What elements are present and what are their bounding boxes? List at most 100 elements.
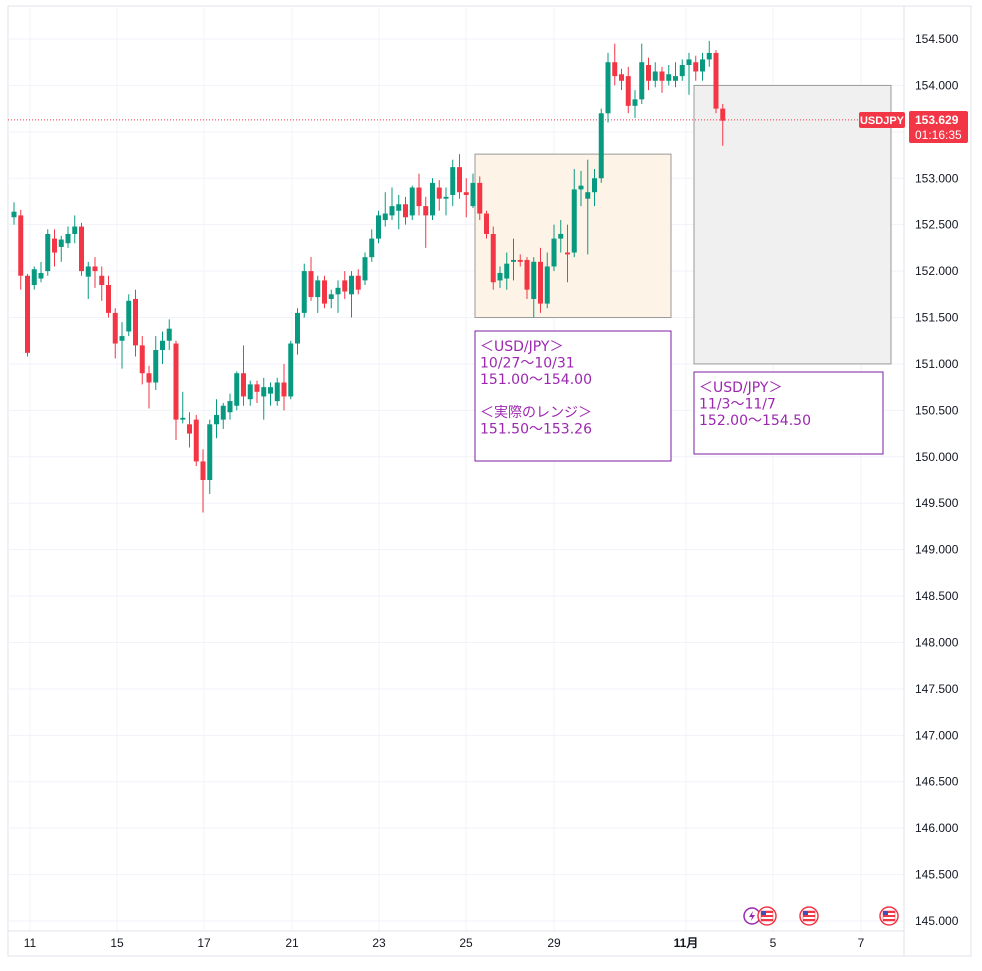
candle-body	[227, 401, 233, 413]
candle-body	[693, 62, 699, 72]
range-boxes	[474, 84, 892, 365]
candle	[612, 43, 618, 86]
candle-body	[281, 382, 287, 397]
candle-body	[45, 233, 51, 272]
candle-body	[578, 185, 584, 190]
candle-body	[585, 192, 591, 199]
candle	[193, 415, 199, 467]
candle	[423, 196, 429, 248]
candle	[207, 419, 213, 494]
candle	[335, 280, 341, 313]
candle-body	[52, 238, 57, 253]
price-tick-label: 150.500	[915, 403, 959, 417]
note-line: 10/27～10/31	[480, 356, 575, 372]
candle-body	[38, 272, 44, 279]
candle-body	[349, 275, 354, 295]
candle	[241, 345, 246, 406]
candle	[288, 340, 294, 400]
candle-body	[652, 71, 658, 81]
economic-events[interactable]	[743, 906, 899, 926]
candle-body	[342, 280, 348, 292]
time-axis[interactable]: 11 15 17 21 23 25 29 11月 5 7	[24, 936, 865, 950]
candle	[180, 391, 186, 424]
candle	[443, 187, 449, 216]
candle	[187, 412, 192, 448]
candle-body	[234, 373, 240, 406]
svg-text:USDJPY: USDJPY	[860, 115, 905, 127]
range-forecast-box[interactable]	[693, 84, 892, 365]
candle-body	[490, 233, 496, 283]
note-last-week-border	[474, 330, 672, 462]
price-tick-label: 147.000	[915, 728, 959, 742]
candle-body	[153, 350, 159, 383]
candle-body	[565, 252, 570, 255]
candle-body	[187, 424, 192, 434]
candle-body	[706, 52, 712, 60]
candle	[362, 252, 368, 286]
note-line: 151.50～153.26	[480, 422, 592, 438]
candle-body	[112, 312, 118, 344]
candle	[11, 202, 17, 225]
candle	[457, 154, 462, 199]
candle	[328, 289, 334, 309]
candle	[247, 380, 253, 406]
candle	[598, 108, 604, 183]
candle-body	[274, 382, 280, 402]
candle-body	[679, 64, 685, 77]
candle-body	[598, 113, 604, 179]
candle-body	[119, 336, 125, 341]
candle	[65, 226, 71, 248]
candle-body	[295, 312, 300, 344]
candle-body	[538, 261, 543, 304]
candle	[52, 229, 57, 267]
candle	[531, 257, 537, 318]
candle-body	[11, 211, 17, 218]
candle-body	[79, 226, 84, 272]
us-flag-icon[interactable]	[799, 906, 819, 926]
candle	[79, 222, 84, 276]
us-flag-icon[interactable]	[757, 906, 777, 926]
time-tick-label: 29	[547, 936, 561, 950]
chart-frame	[7, 5, 972, 957]
candle-body	[18, 215, 24, 276]
candle	[497, 266, 503, 288]
candle	[227, 393, 233, 420]
candle	[376, 210, 381, 244]
candle-body	[544, 266, 550, 304]
candle	[430, 178, 435, 221]
candle	[173, 340, 179, 441]
candle	[146, 365, 152, 409]
candle-body	[200, 461, 206, 480]
us-flag-icon[interactable]	[879, 906, 899, 926]
candle-body	[315, 280, 321, 298]
candle	[490, 226, 496, 290]
candle	[355, 269, 361, 295]
price-tick-label: 152.500	[915, 218, 959, 232]
candle	[713, 50, 719, 114]
note-line: ＜USD/JPY＞	[480, 339, 563, 355]
candle	[679, 59, 685, 81]
candle-body	[382, 213, 388, 221]
candle-body	[220, 405, 226, 420]
time-tick-label: 21	[285, 936, 299, 950]
candle	[301, 263, 307, 318]
candle-body	[355, 275, 361, 290]
candle-body	[389, 206, 395, 216]
candle	[58, 235, 64, 262]
candle-body	[126, 300, 132, 332]
candle	[625, 66, 631, 114]
price-axis[interactable]: 154.500154.000153.500153.000152.500152.0…	[915, 32, 959, 928]
price-tick-label: 145.500	[915, 868, 959, 882]
price-tick-label: 145.000	[915, 914, 959, 928]
candle	[160, 331, 165, 364]
symbol-label: USDJPY	[859, 112, 905, 128]
candle	[139, 336, 145, 385]
candle	[450, 159, 456, 207]
candle	[463, 178, 469, 218]
note-line: ＜USD/JPY＞	[699, 380, 782, 396]
